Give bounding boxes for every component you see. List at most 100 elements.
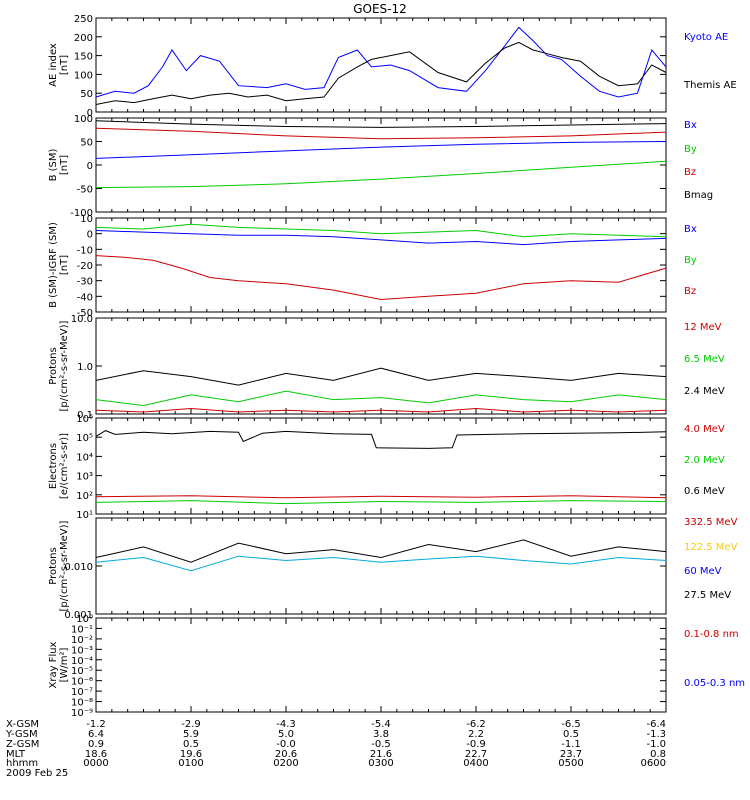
legend-entry: Bx <box>684 120 697 131</box>
footer-cell: 5.0 <box>278 729 294 740</box>
footer-cell: -4.3 <box>276 719 296 730</box>
y-tick-label: -100 <box>70 208 93 219</box>
footer-cell: 22.7 <box>465 749 487 760</box>
y-tick-label: 10⁻¹ <box>71 624 93 635</box>
footer-cell: -2.9 <box>181 719 201 730</box>
panel-electrons: 10¹ 10² 10³ 10⁴ 10⁵ 10⁶ Electrons [e/(cm²-s-sr)… <box>48 414 725 521</box>
footer-cell: -1.0 <box>646 739 666 750</box>
footer-cell: -5.4 <box>371 719 391 730</box>
y-tick-label: 10⁻² <box>71 635 93 646</box>
y-tick-label: 10⁰ <box>76 614 93 625</box>
y-tick-label: 10⁵ <box>76 433 93 444</box>
panel-protons_hi: 0.001 0.010 Protons [p/(cm²-s-sr-MeV)] 332.5… <box>48 517 738 621</box>
y-tick-label: 10⁻⁵ <box>71 666 93 677</box>
series-b_sm-0 <box>95 141 667 159</box>
footer-cell: 0400 <box>463 758 488 769</box>
y-axis-label: [nT] <box>59 55 70 75</box>
footer-cell: 21.6 <box>370 749 392 760</box>
footer-cell: -6.5 <box>561 719 581 730</box>
y-tick-label: 10³ <box>76 472 93 483</box>
y-tick-label: 10⁻⁹ <box>71 708 93 719</box>
y-axis-label: Electrons <box>48 443 59 489</box>
footer-cell: -0.0 <box>276 739 296 750</box>
y-tick-label: 0.010 <box>64 562 93 573</box>
footer-cell: -0.5 <box>371 739 391 750</box>
legend-entry: 0.1-0.8 nm <box>684 629 739 640</box>
footer-row-label: Y-GSM <box>5 729 38 740</box>
y-tick-label: -50 <box>77 185 93 196</box>
series-b_sm-1 <box>95 160 667 189</box>
y-tick-label: 50 <box>80 138 93 149</box>
panel-b_sm: -100 -50 0 50 100 B (SM) [nT] Bx By Bz Bmag <box>48 114 713 219</box>
footer-cell: 23.7 <box>560 749 582 760</box>
panel-frame <box>95 117 667 213</box>
footer-cell: 0300 <box>368 758 393 769</box>
y-axis-label: AE index <box>48 43 59 87</box>
legend-entry: Bx <box>684 224 697 235</box>
footer-cell: 0500 <box>558 758 583 769</box>
series-electrons-1 <box>95 495 667 499</box>
footer-cell: 0200 <box>273 758 298 769</box>
y-tick-label: -10 <box>77 245 93 256</box>
legend-entry: Kyoto AE <box>684 32 728 43</box>
footer-cell: -6.4 <box>646 719 666 730</box>
legend-entry: 2.0 MeV <box>684 455 725 466</box>
y-axis-label: B (SM) <box>48 148 59 181</box>
panel-frame <box>95 417 667 515</box>
series-b_sm-3 <box>95 120 667 128</box>
y-tick-label: 50 <box>80 89 93 100</box>
y-tick-label: 0 <box>87 161 93 172</box>
panel-ae: 0 50 100 150 200 250 AE index [nT] Kyoto AE Themi… <box>48 14 737 119</box>
y-axis-label: Protons <box>48 547 59 584</box>
legend-entry: Bz <box>684 167 696 178</box>
footer-row-label: Z-GSM <box>6 739 39 750</box>
y-tick-label: 10⁻³ <box>71 645 93 656</box>
y-tick-label: 150 <box>74 52 93 63</box>
legend-entry: 332.5 MeV <box>684 517 738 528</box>
legend-entry: 6.5 MeV <box>684 354 725 365</box>
series-protons_hi-0 <box>95 539 667 563</box>
y-axis-label: [nT] <box>59 255 70 275</box>
footer-cell: 18.6 <box>85 749 107 760</box>
y-tick-label: 0 <box>87 108 93 119</box>
footer-row-label: MLT <box>6 749 26 760</box>
footer-cell: 0.5 <box>183 739 199 750</box>
y-tick-label: 1.0 <box>77 362 93 373</box>
footer-cell: 0100 <box>178 758 203 769</box>
y-tick-label: 10 <box>80 214 93 225</box>
legend-entry: By <box>684 255 697 266</box>
footer-cell: 0600 <box>641 758 666 769</box>
y-axis-label: [p/(cm²-s-sr-MeV)] <box>59 520 70 611</box>
legend-entry: 4.0 MeV <box>684 424 725 435</box>
footer-cell: -1.2 <box>86 719 106 730</box>
legend-entry: Themis AE <box>683 80 737 91</box>
y-tick-label: 0 <box>87 230 93 241</box>
legend-entry: Bmag <box>684 190 713 201</box>
series-protons_mev-1 <box>95 390 667 407</box>
series-protons_hi-1 <box>95 555 667 572</box>
y-tick-label: 0.001 <box>64 610 93 621</box>
legend-entry: 12 MeV <box>684 322 722 333</box>
footer-cell: -1.3 <box>646 729 666 740</box>
y-tick-label: 10⁶ <box>76 414 93 425</box>
legend-entry: By <box>684 144 697 155</box>
y-axis-label: [e/(cm²-s-sr)] <box>59 433 70 499</box>
series-ae-1 <box>95 41 667 105</box>
footer-cell: 3.8 <box>373 729 389 740</box>
series-protons_mev-0 <box>95 367 667 386</box>
panel-frame <box>95 317 667 415</box>
y-tick-label: 10⁴ <box>76 452 93 463</box>
footer-cell: 2.2 <box>468 729 484 740</box>
y-tick-label: 200 <box>74 33 93 44</box>
y-tick-label: -30 <box>77 277 93 288</box>
legend-entry: 0.6 MeV <box>684 486 725 497</box>
date-label: 2009 Feb 25 <box>6 768 68 779</box>
footer-cell: -1.1 <box>561 739 581 750</box>
legend-entry: 122.5 MeV <box>684 542 738 553</box>
legend-entry: 0.05-0.3 nm <box>684 678 745 689</box>
series-b_sm-2 <box>95 127 667 140</box>
footer-row-label: X-GSM <box>6 719 39 730</box>
series-b_diff-0 <box>95 230 667 246</box>
